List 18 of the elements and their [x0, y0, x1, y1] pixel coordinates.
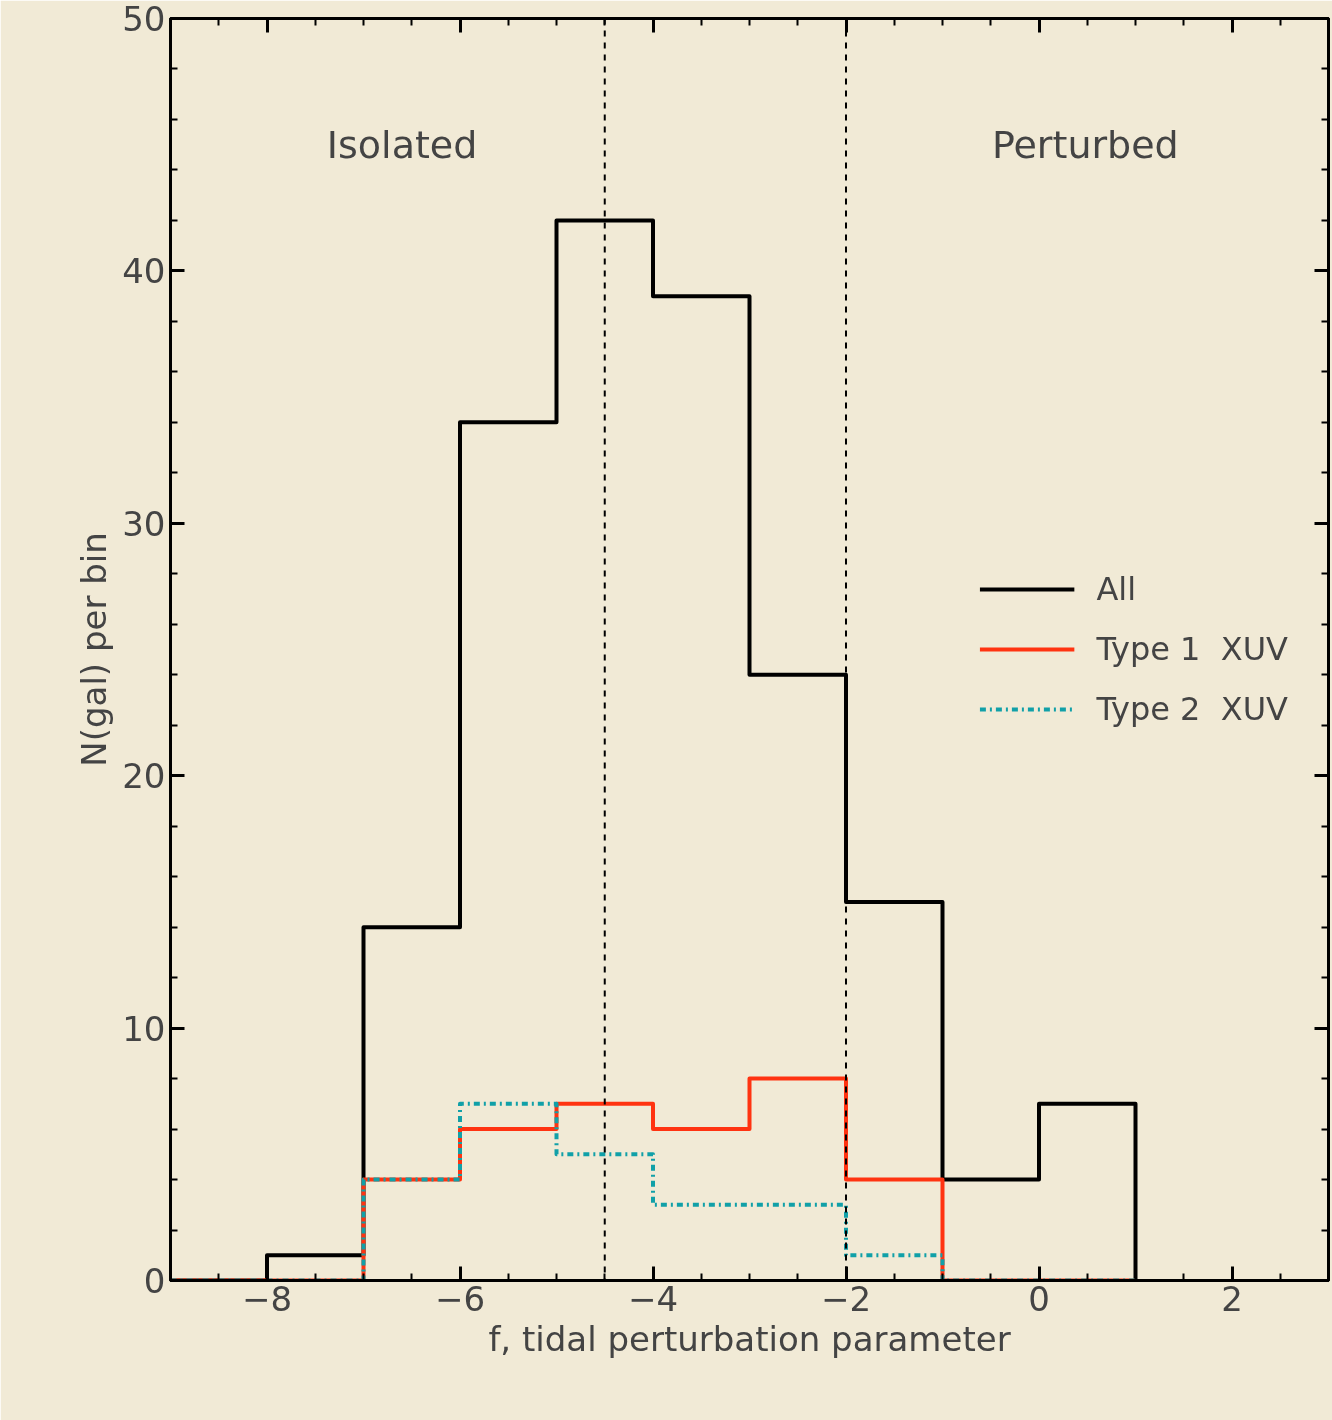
y-tick-label: 20	[122, 756, 166, 797]
legend-label: Type 1 XUV	[1096, 630, 1288, 668]
x-tick-label: −6	[434, 1278, 486, 1319]
x-tick-label: 0	[1028, 1278, 1050, 1319]
x-tick-label: 2	[1221, 1278, 1243, 1319]
y-tick-label: 40	[122, 251, 166, 292]
x-tick-label: −4	[627, 1278, 679, 1319]
legend-label: Type 2 XUV	[1096, 690, 1288, 728]
x-axis-title: f, tidal perturbation parameter	[488, 1318, 1011, 1359]
y-tick-label: 10	[122, 1008, 166, 1049]
legend-label: All	[1096, 570, 1137, 608]
x-tick-label: −8	[241, 1278, 293, 1319]
annotation: Isolated	[326, 122, 478, 167]
y-tick-label: 50	[122, 0, 166, 39]
y-axis-title: N(gal) per bin	[74, 532, 115, 767]
annotation: Perturbed	[991, 122, 1179, 167]
y-tick-label: 30	[122, 503, 166, 544]
x-tick-label: −2	[820, 1278, 872, 1319]
